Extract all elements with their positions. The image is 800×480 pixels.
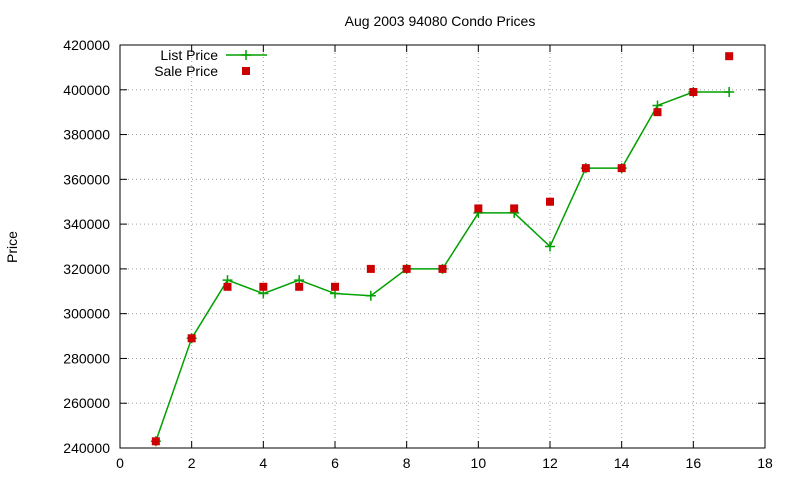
- legend-label: List Price: [160, 47, 218, 63]
- x-tick-label: 6: [331, 455, 339, 471]
- data-point: [402, 264, 411, 273]
- data-point: [474, 204, 483, 213]
- y-tick-label: 400000: [63, 82, 110, 98]
- x-tick-label: 2: [188, 455, 196, 471]
- data-point: [223, 282, 232, 291]
- series-1: [151, 52, 734, 446]
- legend-marker: [242, 67, 250, 75]
- data-point: [151, 437, 160, 446]
- y-tick-label: 260000: [63, 395, 110, 411]
- y-tick-label: 380000: [63, 127, 110, 143]
- x-tick-label: 12: [542, 455, 558, 471]
- x-tick-label: 8: [403, 455, 411, 471]
- y-tick-label: 320000: [63, 261, 110, 277]
- y-tick-label: 340000: [63, 216, 110, 232]
- data-point: [546, 197, 554, 206]
- data-point: [725, 52, 734, 61]
- data-point: [259, 282, 268, 291]
- legend-label: Sale Price: [154, 63, 218, 79]
- data-point: [581, 164, 590, 173]
- x-tick-label: 14: [614, 455, 630, 471]
- x-tick-label: 4: [259, 455, 267, 471]
- legend-marker: [241, 50, 251, 60]
- y-axis-label: Price: [4, 231, 20, 263]
- data-point: [653, 108, 662, 117]
- y-tick-label: 240000: [63, 440, 110, 456]
- data-point: [331, 282, 339, 291]
- data-point: [510, 204, 519, 213]
- data-point: [617, 164, 626, 173]
- data-point: [689, 88, 698, 97]
- data-point: [545, 241, 555, 252]
- y-tick-label: 280000: [63, 350, 110, 366]
- y-tick-label: 360000: [63, 171, 110, 187]
- x-tick-label: 16: [686, 455, 702, 471]
- series-layer: [150, 52, 735, 447]
- data-point: [724, 87, 735, 98]
- x-tick-label: 18: [757, 455, 773, 471]
- plot-frame: [119, 44, 766, 449]
- chart-title: Aug 2003 94080 Condo Prices: [345, 13, 536, 29]
- data-point: [366, 264, 375, 273]
- y-tick-label: 420000: [63, 37, 110, 53]
- tick-layer: 240000 260000 280000 300000 320000 340000 3600…: [63, 37, 773, 471]
- data-point: [365, 290, 376, 301]
- data-point: [438, 264, 447, 273]
- y-tick-label: 300000: [63, 306, 110, 322]
- x-tick-label: 0: [116, 455, 124, 471]
- x-tick-label: 10: [471, 455, 487, 471]
- grid-layer: [120, 45, 765, 448]
- data-point: [187, 334, 196, 343]
- data-point: [295, 282, 304, 291]
